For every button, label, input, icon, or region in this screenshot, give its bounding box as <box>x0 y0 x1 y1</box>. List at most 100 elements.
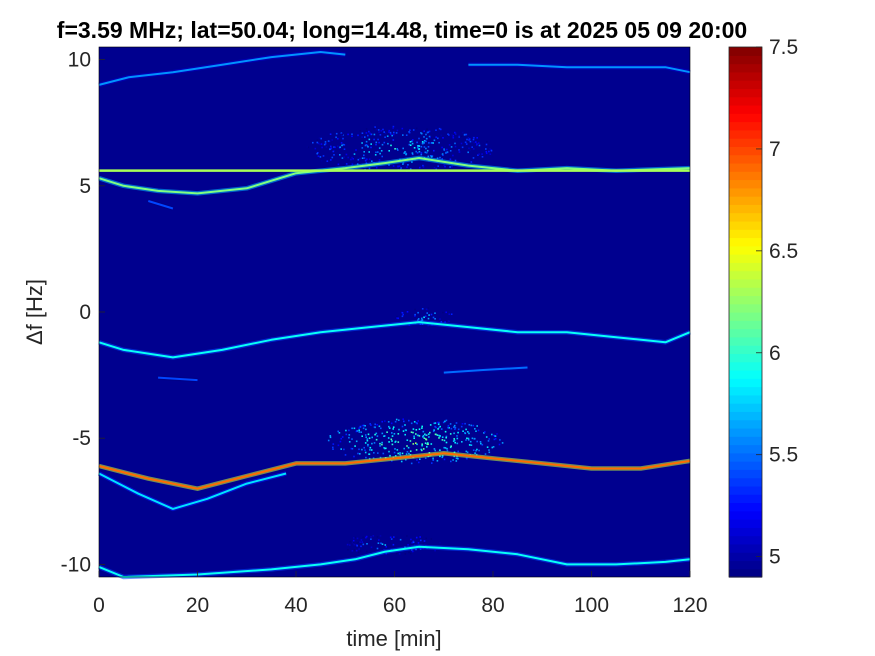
cloud-pixel <box>404 316 406 319</box>
cloud-pixel <box>446 151 449 153</box>
cloud-pixel <box>343 144 346 146</box>
cloud-pixel <box>321 146 323 149</box>
cloud-pixel <box>424 442 427 444</box>
cloud-pixel <box>444 420 446 423</box>
cloud-pixel <box>413 421 416 423</box>
cloud-pixel <box>483 432 485 434</box>
cloud-pixel <box>364 451 367 454</box>
cloud-pixel <box>453 426 455 428</box>
cloud-pixel <box>491 433 493 436</box>
cloud-pixel <box>372 457 375 459</box>
cloud-pixel <box>348 162 350 164</box>
cloud-pixel <box>352 539 355 542</box>
cloud-pixel <box>412 428 415 430</box>
cloud-pixel <box>366 158 368 161</box>
cloud-pixel <box>420 132 422 134</box>
cloud-pixel <box>387 421 390 423</box>
cloud-pixel <box>422 142 424 145</box>
cloud-pixel <box>392 127 394 129</box>
cloud-pixel <box>358 548 360 550</box>
cloud-pixel <box>445 311 447 314</box>
cloud-pixel <box>365 128 368 130</box>
colorbar-segment <box>729 378 762 388</box>
cloud-pixel <box>375 141 378 144</box>
cloud-pixel <box>368 453 370 455</box>
cloud-pixel <box>421 449 423 452</box>
cloud-pixel <box>332 150 335 153</box>
cloud-pixel <box>365 536 367 539</box>
colorbar-segment <box>729 179 762 189</box>
colorbar-segment <box>729 328 762 338</box>
cloud-pixel <box>432 459 435 461</box>
cloud-pixel <box>441 456 444 459</box>
cloud-pixel <box>413 544 416 546</box>
cloud-pixel <box>358 427 360 429</box>
cloud-pixel <box>412 443 415 445</box>
cloud-pixel <box>376 536 379 538</box>
cloud-pixel <box>449 423 452 425</box>
cloud-pixel <box>453 432 455 435</box>
cloud-pixel <box>381 443 383 446</box>
cloud-pixel <box>396 148 398 150</box>
cloud-pixel <box>405 429 407 432</box>
cloud-pixel <box>449 446 452 449</box>
colorbar-segment <box>729 568 762 578</box>
cloud-pixel <box>475 449 477 452</box>
cloud-pixel <box>418 428 421 430</box>
cloud-pixel <box>358 429 360 431</box>
colorbar-segment <box>729 204 762 214</box>
colorbar-segment <box>729 485 762 495</box>
cloud-pixel <box>457 431 459 434</box>
cloud-pixel <box>468 139 470 141</box>
cloud-pixel <box>402 418 404 420</box>
cloud-pixel <box>417 542 420 544</box>
cloud-pixel <box>439 541 441 544</box>
cloud-pixel <box>450 445 452 447</box>
cloud-pixel <box>489 153 492 155</box>
cloud-pixel <box>383 435 386 437</box>
cloud-pixel <box>445 419 448 422</box>
cloud-pixel <box>324 141 327 143</box>
cloud-pixel <box>420 539 422 542</box>
cloud-pixel <box>348 434 351 436</box>
cloud-pixel <box>421 308 424 310</box>
cloud-pixel <box>327 134 330 136</box>
cloud-pixel <box>393 536 395 538</box>
cloud-pixel <box>452 459 454 461</box>
cloud-pixel <box>423 140 426 142</box>
cloud-pixel <box>423 142 425 144</box>
cloud-pixel <box>365 428 367 431</box>
cloud-pixel <box>471 146 473 148</box>
cloud-pixel <box>395 132 398 134</box>
cloud-pixel <box>332 448 334 450</box>
cloud-pixel <box>385 546 387 548</box>
cloud-pixel <box>316 141 319 144</box>
cloud-pixel <box>375 432 378 435</box>
cloud-pixel <box>398 428 400 431</box>
cloud-pixel <box>471 437 474 440</box>
cloud-pixel <box>437 137 439 140</box>
cloud-pixel <box>402 313 404 316</box>
cloud-pixel <box>320 160 323 162</box>
cloud-pixel <box>458 149 460 151</box>
cloud-pixel <box>373 138 375 141</box>
cloud-pixel <box>488 150 490 153</box>
cloud-pixel <box>376 424 378 426</box>
cloud-pixel <box>415 433 417 435</box>
cloud-pixel <box>403 152 405 154</box>
cloud-pixel <box>365 159 368 162</box>
cloud-pixel <box>433 149 435 152</box>
cloud-pixel <box>411 550 414 553</box>
cloud-pixel <box>351 163 354 165</box>
cloud-pixel <box>402 163 404 165</box>
colorbar-segment <box>729 403 762 412</box>
cloud-pixel <box>356 544 358 547</box>
cloud-pixel <box>366 543 368 545</box>
cloud-pixel <box>489 148 491 150</box>
cloud-pixel <box>404 424 406 426</box>
cloud-pixel <box>374 126 376 128</box>
colorbar-segment <box>729 254 762 263</box>
chart-title: f=3.59 MHz; lat=50.04; long=14.48, time=… <box>57 17 747 43</box>
cloud-pixel <box>471 140 474 143</box>
cloud-pixel <box>419 536 421 538</box>
